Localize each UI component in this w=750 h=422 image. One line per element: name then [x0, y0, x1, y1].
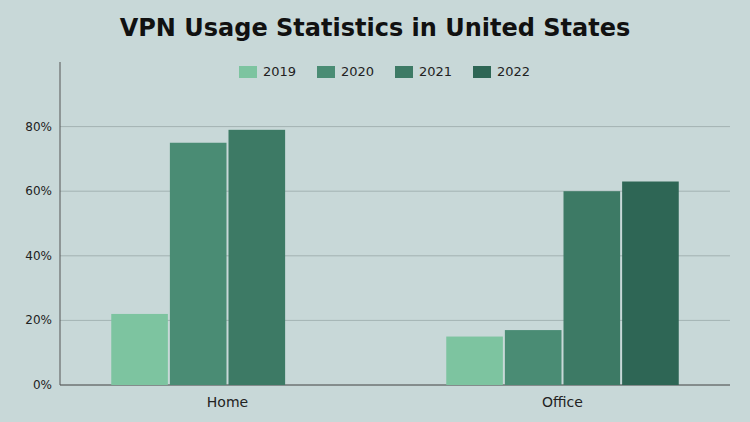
y-axis-line	[60, 62, 61, 385]
bar	[229, 130, 286, 385]
bar	[170, 143, 227, 385]
chart-svg: VPN Usage Statistics in United States 0% 2…	[0, 0, 750, 422]
y-axis: 0% 20% 40% 60% 80%	[25, 120, 730, 392]
y-tick-label: 20%	[25, 313, 52, 327]
y-tick-label: 40%	[25, 249, 52, 263]
legend: 2019 2020 2021 2022	[239, 64, 530, 79]
legend-label: 2019	[263, 64, 296, 79]
legend-swatch	[395, 66, 413, 78]
x-tick-label: Home	[207, 394, 248, 410]
title: VPN Usage Statistics in United States	[120, 14, 631, 42]
grid-line	[60, 126, 730, 127]
legend-label: 2021	[419, 64, 452, 79]
bar	[564, 191, 621, 385]
x-tick-label: Office	[542, 394, 583, 410]
bar	[111, 314, 168, 385]
legend-label: 2020	[341, 64, 374, 79]
legend-swatch	[473, 66, 491, 78]
legend-swatch	[317, 66, 335, 78]
chart-container: VPN Usage Statistics in United States 0% 2…	[0, 0, 750, 422]
legend-label: 2022	[497, 64, 530, 79]
y-tick-label: 80%	[25, 120, 52, 134]
bar	[622, 182, 679, 385]
bar	[446, 337, 503, 385]
legend-swatch	[239, 66, 257, 78]
y-tick-label: 0%	[33, 378, 52, 392]
bar	[505, 330, 562, 385]
bar	[287, 385, 344, 386]
y-tick-label: 60%	[25, 184, 52, 198]
bars	[111, 130, 679, 385]
